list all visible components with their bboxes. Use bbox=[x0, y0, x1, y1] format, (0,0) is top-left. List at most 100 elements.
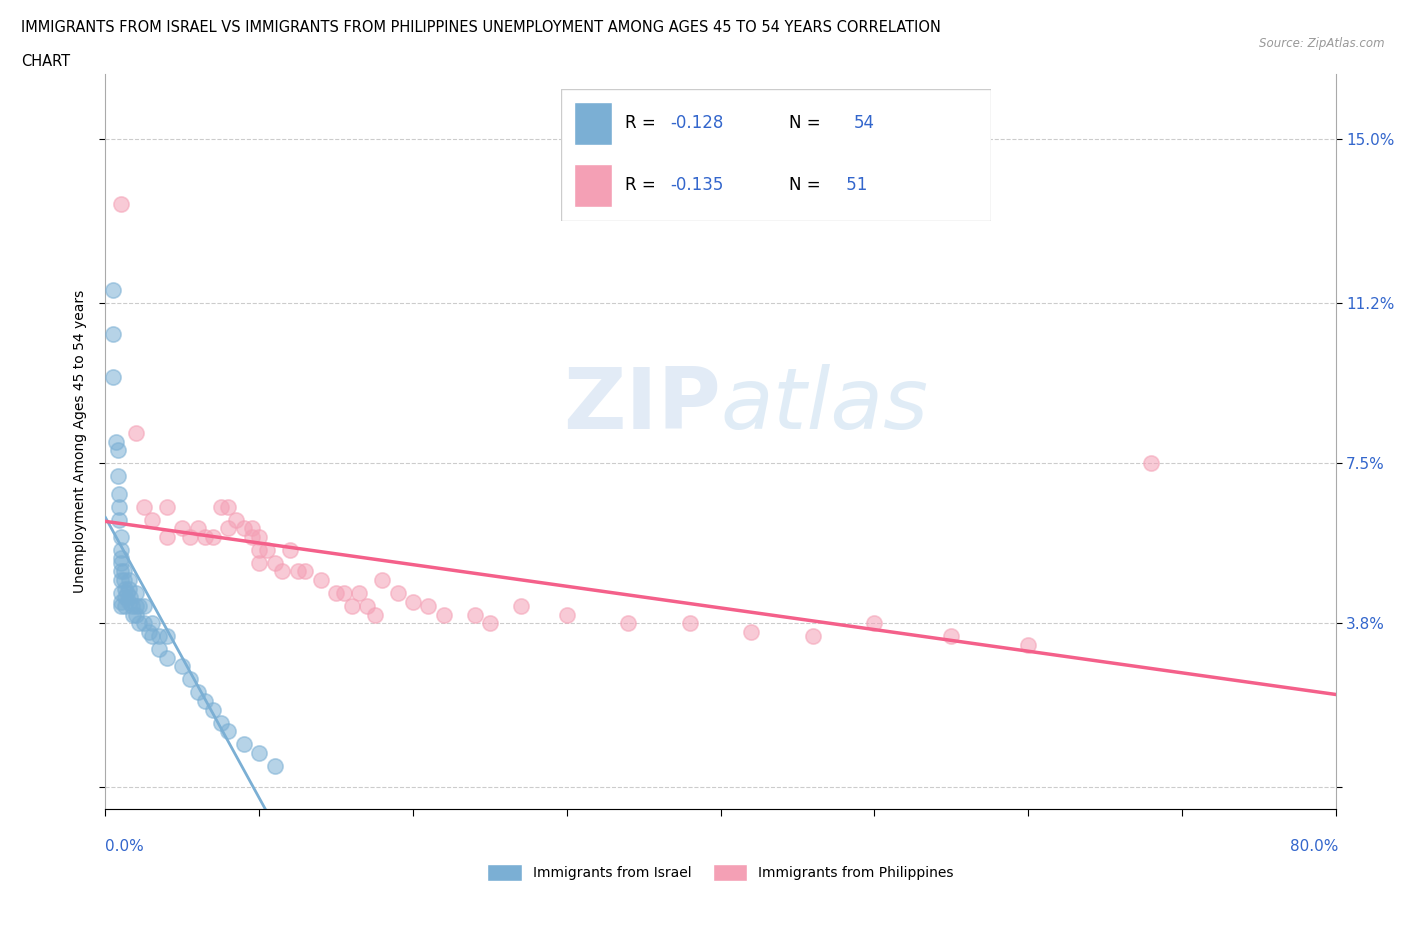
Point bbox=[225, 512, 247, 527]
Text: atlas: atlas bbox=[721, 364, 928, 446]
Y-axis label: Unemployment Among Ages 45 to 54 years: Unemployment Among Ages 45 to 54 years bbox=[73, 290, 87, 593]
Point bbox=[340, 599, 363, 614]
Point bbox=[247, 542, 270, 557]
Text: Source: ZipAtlas.com: Source: ZipAtlas.com bbox=[1260, 37, 1385, 50]
Point bbox=[232, 521, 254, 536]
Point bbox=[132, 499, 155, 514]
Point bbox=[325, 586, 347, 601]
Point bbox=[172, 659, 194, 674]
Point bbox=[240, 521, 263, 536]
Point bbox=[117, 594, 139, 609]
Text: IMMIGRANTS FROM ISRAEL VS IMMIGRANTS FROM PHILIPPINES UNEMPLOYMENT AMONG AGES 45: IMMIGRANTS FROM ISRAEL VS IMMIGRANTS FRO… bbox=[21, 20, 941, 35]
Point bbox=[110, 555, 132, 570]
Point bbox=[263, 555, 285, 570]
Point bbox=[202, 529, 225, 544]
Point bbox=[156, 650, 179, 665]
Point bbox=[156, 499, 179, 514]
Point bbox=[101, 326, 124, 341]
Point bbox=[247, 555, 270, 570]
Legend: Immigrants from Israel, Immigrants from Philippines: Immigrants from Israel, Immigrants from … bbox=[482, 858, 959, 886]
Point bbox=[356, 599, 378, 614]
Point bbox=[107, 443, 129, 458]
Point bbox=[110, 599, 132, 614]
Point bbox=[179, 672, 201, 687]
Point bbox=[114, 599, 136, 614]
Point bbox=[509, 599, 531, 614]
Point bbox=[278, 542, 301, 557]
Point bbox=[172, 521, 194, 536]
Point bbox=[148, 642, 170, 657]
Point bbox=[105, 434, 128, 449]
Point bbox=[112, 573, 135, 588]
Point bbox=[271, 564, 294, 578]
Point bbox=[194, 694, 217, 709]
Point bbox=[202, 702, 225, 717]
Point bbox=[110, 542, 132, 557]
Point bbox=[478, 616, 501, 631]
Point bbox=[156, 529, 179, 544]
Point bbox=[125, 599, 148, 614]
Point bbox=[122, 607, 145, 622]
Point bbox=[247, 746, 270, 761]
Point bbox=[263, 759, 285, 774]
Text: 80.0%: 80.0% bbox=[1291, 839, 1339, 854]
Point bbox=[863, 616, 886, 631]
Point bbox=[115, 586, 138, 601]
Point bbox=[128, 616, 150, 631]
Point bbox=[187, 685, 209, 700]
Point bbox=[287, 564, 309, 578]
Point bbox=[179, 529, 201, 544]
Point bbox=[333, 586, 356, 601]
Point bbox=[240, 529, 263, 544]
Point bbox=[141, 616, 163, 631]
Point bbox=[740, 624, 762, 639]
Point bbox=[110, 573, 132, 588]
Point bbox=[110, 551, 132, 565]
Point bbox=[110, 529, 132, 544]
Point bbox=[1017, 637, 1039, 652]
Point bbox=[309, 573, 332, 588]
Point bbox=[402, 594, 425, 609]
Point bbox=[464, 607, 486, 622]
Point bbox=[108, 499, 131, 514]
Point bbox=[294, 564, 316, 578]
Point bbox=[101, 369, 124, 384]
Point bbox=[125, 607, 148, 622]
Point bbox=[148, 629, 170, 644]
Point bbox=[387, 586, 409, 601]
Point bbox=[247, 529, 270, 544]
Text: CHART: CHART bbox=[21, 54, 70, 69]
Point bbox=[363, 607, 385, 622]
Point bbox=[156, 629, 179, 644]
Point bbox=[110, 196, 132, 211]
Point bbox=[209, 499, 232, 514]
Point bbox=[256, 542, 278, 557]
Text: 0.0%: 0.0% bbox=[105, 839, 145, 854]
Point bbox=[1140, 456, 1163, 471]
Point bbox=[194, 529, 217, 544]
Point bbox=[347, 586, 370, 601]
Point bbox=[617, 616, 640, 631]
Point bbox=[209, 715, 232, 730]
Point bbox=[120, 590, 141, 604]
Point bbox=[218, 499, 240, 514]
Point bbox=[141, 512, 163, 527]
Point bbox=[187, 521, 209, 536]
Point bbox=[679, 616, 702, 631]
Point bbox=[132, 599, 155, 614]
Point bbox=[110, 564, 132, 578]
Point bbox=[433, 607, 456, 622]
Point bbox=[801, 629, 824, 644]
Point bbox=[125, 586, 148, 601]
Point bbox=[117, 573, 139, 588]
Point bbox=[110, 594, 132, 609]
Point bbox=[218, 724, 240, 738]
Point bbox=[108, 512, 131, 527]
Point bbox=[555, 607, 578, 622]
Point bbox=[114, 581, 136, 596]
Point bbox=[108, 486, 131, 501]
Point bbox=[232, 737, 254, 751]
Point bbox=[107, 469, 129, 484]
Point bbox=[941, 629, 963, 644]
Point bbox=[112, 564, 135, 578]
